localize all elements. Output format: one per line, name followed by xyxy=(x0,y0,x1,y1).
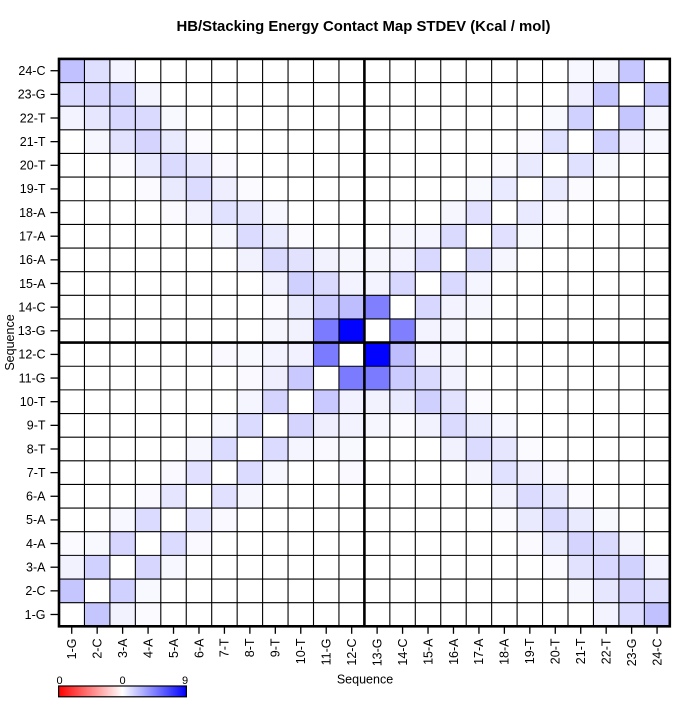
svg-text:8-T: 8-T xyxy=(27,442,46,456)
svg-text:24-C: 24-C xyxy=(18,64,45,78)
svg-text:Sequence: Sequence xyxy=(3,314,17,370)
svg-text:2-C: 2-C xyxy=(25,584,45,598)
svg-text:3-A: 3-A xyxy=(26,561,46,575)
svg-text:1-G: 1-G xyxy=(65,639,79,660)
svg-text:12-C: 12-C xyxy=(345,639,359,666)
svg-text:15-A: 15-A xyxy=(19,277,46,291)
svg-text:6-A: 6-A xyxy=(26,490,46,504)
svg-text:14-C: 14-C xyxy=(396,639,410,666)
svg-text:13-G: 13-G xyxy=(18,324,46,338)
svg-text:5-A: 5-A xyxy=(167,638,181,658)
svg-text:20-T: 20-T xyxy=(549,638,563,664)
svg-text:10-T: 10-T xyxy=(294,638,308,664)
svg-text:10-T: 10-T xyxy=(20,395,46,409)
svg-text:4-A: 4-A xyxy=(141,638,155,658)
svg-text:18-A: 18-A xyxy=(19,206,46,220)
svg-text:6-A: 6-A xyxy=(192,638,206,658)
svg-text:4-A: 4-A xyxy=(26,537,46,551)
svg-text:17-A: 17-A xyxy=(472,638,486,665)
svg-text:11-G: 11-G xyxy=(19,371,46,385)
svg-text:7-T: 7-T xyxy=(218,638,232,657)
svg-text:14-C: 14-C xyxy=(18,300,45,314)
svg-text:22-T: 22-T xyxy=(20,111,46,125)
svg-text:21-T: 21-T xyxy=(574,638,588,664)
svg-text:16-A: 16-A xyxy=(447,638,461,665)
svg-text:7-T: 7-T xyxy=(27,466,46,480)
svg-text:23-G: 23-G xyxy=(18,88,46,102)
svg-text:18-A: 18-A xyxy=(498,638,512,665)
svg-text:16-A: 16-A xyxy=(19,253,46,267)
svg-text:5-A: 5-A xyxy=(26,513,46,527)
svg-text:9-T: 9-T xyxy=(27,419,46,433)
svg-text:23-G: 23-G xyxy=(625,639,639,667)
svg-text:15-A: 15-A xyxy=(421,638,435,665)
svg-text:19-T: 19-T xyxy=(20,182,46,196)
svg-text:13-G: 13-G xyxy=(370,639,384,667)
svg-text:3-A: 3-A xyxy=(116,638,130,658)
svg-text:19-T: 19-T xyxy=(523,638,537,664)
svg-text:24-C: 24-C xyxy=(650,639,664,666)
svg-text:12-C: 12-C xyxy=(18,348,45,362)
svg-text:17-A: 17-A xyxy=(19,230,46,244)
svg-text:11-G: 11-G xyxy=(320,639,334,666)
svg-text:0: 0 xyxy=(56,675,62,687)
svg-text:0: 0 xyxy=(119,675,125,687)
svg-text:2-C: 2-C xyxy=(90,639,104,659)
svg-text:21-T: 21-T xyxy=(20,135,46,149)
svg-text:9: 9 xyxy=(182,675,188,687)
svg-text:1-G: 1-G xyxy=(25,608,46,622)
svg-text:22-T: 22-T xyxy=(599,638,613,664)
svg-text:Sequence: Sequence xyxy=(337,673,393,687)
svg-text:8-T: 8-T xyxy=(243,638,257,657)
svg-text:9-T: 9-T xyxy=(269,638,283,657)
svg-text:20-T: 20-T xyxy=(20,159,46,173)
svg-text:HB/Stacking Energy Contact Map: HB/Stacking Energy Contact Map STDEV (Kc… xyxy=(177,19,551,35)
